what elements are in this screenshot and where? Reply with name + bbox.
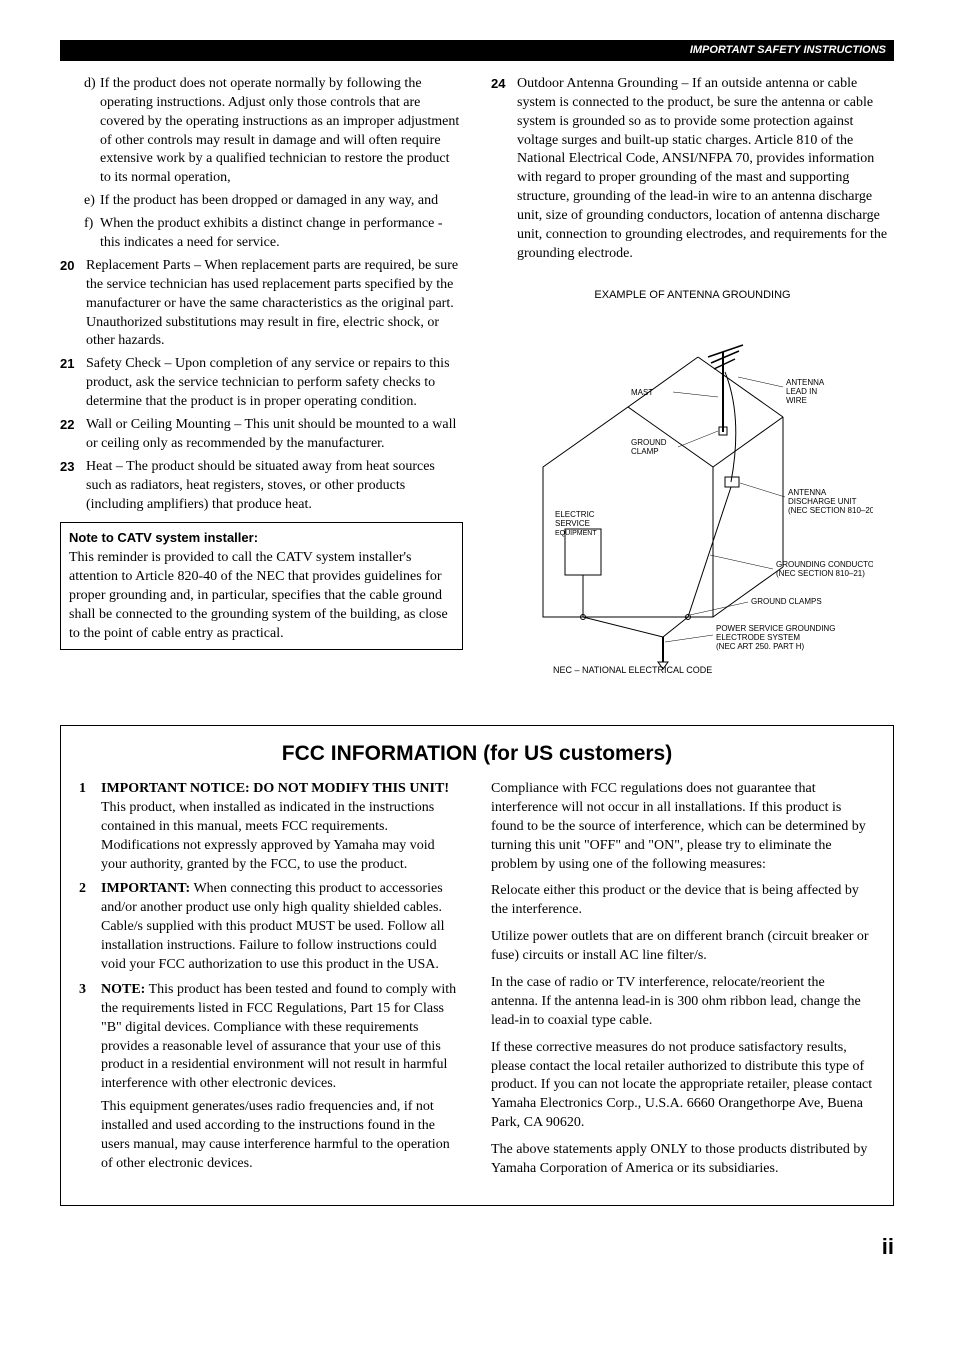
sub-body: When the product exhibits a distinct cha… bbox=[86, 215, 463, 253]
label-disch2: DISCHARGE UNIT bbox=[788, 497, 857, 506]
num-body: Wall or Ceiling Mounting – This unit sho… bbox=[86, 416, 463, 454]
fcc-lead: IMPORTANT: bbox=[101, 881, 190, 896]
sub-letter: f) bbox=[60, 215, 86, 253]
label-gclamp2: CLAMP bbox=[631, 447, 659, 456]
label-lead3: WIRE bbox=[786, 396, 807, 405]
fcc-body: IMPORTANT: When connecting this product … bbox=[101, 880, 463, 974]
header-bar: IMPORTANT SAFETY INSTRUCTIONS bbox=[60, 40, 894, 61]
label-gclamp: GROUND bbox=[631, 438, 667, 447]
fcc-box: FCC INFORMATION (for US customers) 1 IMP… bbox=[60, 725, 894, 1206]
num-body: Safety Check – Upon completion of any se… bbox=[86, 355, 463, 412]
fcc-num: 3 bbox=[79, 981, 101, 1174]
num-body: Replacement Parts – When replacement par… bbox=[86, 257, 463, 351]
fcc-para: Compliance with FCC regulations does not… bbox=[491, 780, 875, 874]
fcc-num: 1 bbox=[79, 780, 101, 874]
fcc-para: Utilize power outlets that are on differ… bbox=[491, 928, 875, 966]
fcc-left-col: 1 IMPORTANT NOTICE: DO NOT MODIFY THIS U… bbox=[79, 780, 463, 1187]
fcc-lead: NOTE: bbox=[101, 982, 145, 997]
num-label: 20 bbox=[60, 257, 86, 351]
num-label: 22 bbox=[60, 416, 86, 454]
fcc-body: NOTE: This product has been tested and f… bbox=[101, 981, 463, 1174]
label-disch: ANTENNA bbox=[788, 488, 827, 497]
fcc-title: FCC INFORMATION (for US customers) bbox=[79, 740, 875, 768]
fcc-num: 2 bbox=[79, 880, 101, 974]
num-item-21: 21 Safety Check – Upon completion of any… bbox=[60, 355, 463, 412]
fcc-para: If these corrective measures do not prod… bbox=[491, 1039, 875, 1133]
fcc-para: Relocate either this product or the devi… bbox=[491, 882, 875, 920]
main-columns: d) If the product does not operate norma… bbox=[60, 75, 894, 677]
sub-body: If the product does not operate normally… bbox=[86, 75, 463, 188]
label-mast: MAST bbox=[631, 388, 653, 397]
label-cond: GROUNDING CONDUCTORS bbox=[776, 560, 873, 569]
sub-body: If the product has been dropped or damag… bbox=[86, 192, 463, 211]
num-item-22: 22 Wall or Ceiling Mounting – This unit … bbox=[60, 416, 463, 454]
label-gclamps: GROUND CLAMPS bbox=[751, 597, 822, 606]
page-number: ii bbox=[60, 1232, 894, 1262]
num-label: 21 bbox=[60, 355, 86, 412]
fcc-tail3: This equipment generates/uses radio freq… bbox=[101, 1098, 463, 1174]
label-elec: ELECTRIC bbox=[555, 510, 595, 519]
left-column: d) If the product does not operate norma… bbox=[60, 75, 463, 677]
num-item-24: 24 Outdoor Antenna Grounding – If an out… bbox=[491, 75, 894, 264]
fcc-columns: 1 IMPORTANT NOTICE: DO NOT MODIFY THIS U… bbox=[79, 780, 875, 1187]
fcc-para: The above statements apply ONLY to those… bbox=[491, 1141, 875, 1179]
fcc-item-2: 2 IMPORTANT: When connecting this produc… bbox=[79, 880, 463, 974]
sub-item: e) If the product has been dropped or da… bbox=[60, 192, 463, 211]
num-label: 24 bbox=[491, 75, 517, 264]
label-power3: (NEC ART 250. PART H) bbox=[716, 642, 805, 651]
catv-note-body: This reminder is provided to call the CA… bbox=[69, 549, 454, 643]
fcc-item-1: 1 IMPORTANT NOTICE: DO NOT MODIFY THIS U… bbox=[79, 780, 463, 874]
label-elec2: SERVICE bbox=[555, 519, 590, 528]
label-power2: ELECTRODE SYSTEM bbox=[716, 633, 800, 642]
fcc-lead: IMPORTANT NOTICE: DO NOT MODIFY THIS UNI… bbox=[101, 781, 449, 796]
num-body: Outdoor Antenna Grounding – If an outsid… bbox=[517, 75, 894, 264]
num-body: Heat – The product should be situated aw… bbox=[86, 458, 463, 515]
sub-item: d) If the product does not operate norma… bbox=[60, 75, 463, 188]
fcc-para: In the case of radio or TV interference,… bbox=[491, 974, 875, 1031]
num-item-23: 23 Heat – The product should be situated… bbox=[60, 458, 463, 515]
sub-item: f) When the product exhibits a distinct … bbox=[60, 215, 463, 253]
sub-letter: e) bbox=[60, 192, 86, 211]
fcc-right-col: Compliance with FCC regulations does not… bbox=[491, 780, 875, 1187]
diagram-caption: EXAMPLE OF ANTENNA GROUNDING bbox=[491, 288, 894, 303]
label-cond2: (NEC SECTION 810–21) bbox=[776, 569, 865, 578]
num-label: 23 bbox=[60, 458, 86, 515]
label-power: POWER SERVICE GROUNDING bbox=[716, 624, 835, 633]
antenna-grounding-diagram: MAST ANTENNA LEAD IN WIRE GROUND CLAMP A… bbox=[513, 317, 873, 677]
fcc-body: IMPORTANT NOTICE: DO NOT MODIFY THIS UNI… bbox=[101, 780, 463, 874]
label-elec3: EQUIPMENT bbox=[555, 530, 597, 537]
label-nec: NEC – NATIONAL ELECTRICAL CODE bbox=[553, 665, 712, 675]
fcc-text: This product has been tested and found t… bbox=[101, 982, 456, 1091]
fcc-item-3: 3 NOTE: This product has been tested and… bbox=[79, 981, 463, 1174]
catv-note-title: Note to CATV system installer: bbox=[69, 529, 454, 547]
label-lead2: LEAD IN bbox=[786, 387, 817, 396]
label-disch3: (NEC SECTION 810–20) bbox=[788, 506, 873, 515]
sub-letter: d) bbox=[60, 75, 86, 188]
label-lead: ANTENNA bbox=[786, 378, 825, 387]
num-item-20: 20 Replacement Parts – When replacement … bbox=[60, 257, 463, 351]
fcc-text: This product, when installed as indicate… bbox=[101, 800, 435, 872]
catv-note-box: Note to CATV system installer: This remi… bbox=[60, 522, 463, 650]
right-column: 24 Outdoor Antenna Grounding – If an out… bbox=[491, 75, 894, 677]
